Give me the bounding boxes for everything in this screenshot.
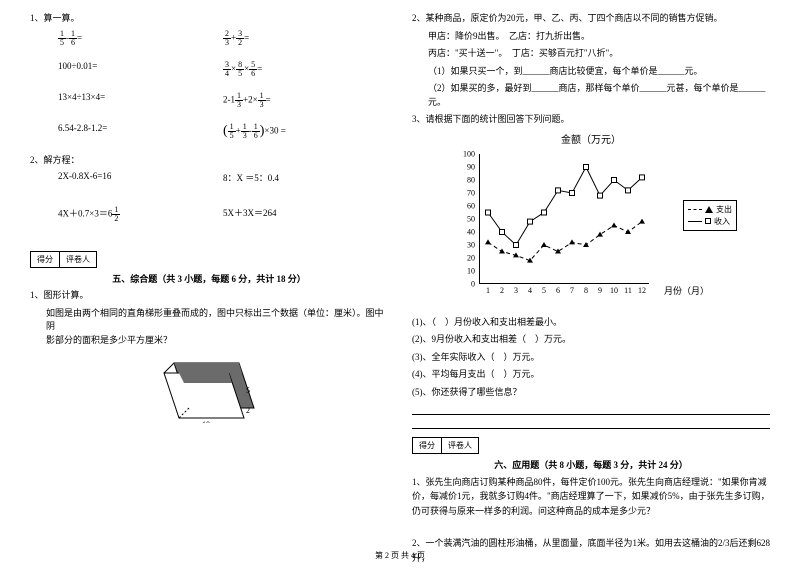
math-row-4: 6.54-2.8-1.2= (15+13-16)×30 = [58, 123, 388, 140]
eq-row-2: 4X＋0.7×3＝612 5X＋3X＝264 [58, 206, 388, 223]
q3-title: 3、请根据下面的统计图回答下列问题。 [412, 113, 770, 127]
score-box-5: 得分 评卷人 [30, 251, 97, 268]
line-chart: 0102030405060708090100 123456789101112 月… [451, 150, 731, 310]
eq-row-1: 2X-0.8X-6=16 8：X ＝5：0.4 [58, 171, 388, 184]
left-column: 1、算一算。 15-16= 23+32= 100÷0.01= 34×85×56=… [30, 12, 388, 569]
expr-3a: 13×4÷13×4= [58, 92, 223, 109]
q2-body: 2X-0.8X-6=16 8：X ＝5：0.4 4X＋0.7×3＝612 5X＋… [30, 171, 388, 223]
eq-1b: 8：X ＝5：0.4 [223, 171, 388, 184]
answer-line-1 [412, 403, 770, 415]
answer-line-2 [412, 417, 770, 429]
expr-1b: 23+32= [223, 30, 388, 47]
grader-label: 评卷人 [442, 438, 478, 453]
q2-promo: 2、某种商品，原定价为20元，甲、乙、丙、丁四个商店以不同的销售方促销。 甲店：… [412, 12, 770, 109]
subq-4: (4)、平均每月支出（ ）万元。 [412, 368, 770, 382]
trap-h: 5 [246, 386, 250, 395]
trapezoid-svg: 5 2 10 [154, 353, 264, 423]
section-5-title: 五、综合题（共 3 小题，每题 6 分，共计 18 分） [30, 272, 388, 285]
chart-subquestions: (1)、（ ）月份收入和支出相差最小。 (2)、9月份收入和支出相差（ ）万元。… [412, 316, 770, 430]
section-6-title: 六、应用题（共 8 小题，每题 3 分，共计 24 分） [412, 458, 770, 471]
chart-svg [480, 154, 650, 284]
expr-1a: 15-16= [58, 30, 223, 47]
subq-5: (5)、你还获得了哪些信息？ [412, 386, 770, 400]
q2-line-4: （2）如果买的多，最好到______商店，那样每个单价______元甚，每个单价… [412, 82, 770, 109]
app-q1: 1、张先生向商店订购某种商品80件，每件定价100元。张先生向商店经理说："如果… [412, 475, 770, 518]
trapezoid-figure: 5 2 10 [30, 353, 388, 425]
q2-line-0: 2、某种商品，原定价为20元，甲、乙、丙、丁四个商店以不同的销售方促销。 [412, 12, 770, 26]
expr-4a: 6.54-2.8-1.2= [58, 123, 223, 140]
subq-1: (1)、（ ）月份收入和支出相差最小。 [412, 316, 770, 330]
page-footer: 第 2 页 共 4 页 [0, 550, 800, 561]
subq-3: (3)、全年实际收入（ ）万元。 [412, 351, 770, 365]
expr-4b: (15+13-16)×30 = [223, 123, 388, 140]
x-axis-label: 月份（月） [664, 284, 709, 297]
score-box-6: 得分 评卷人 [412, 437, 479, 454]
fig-q-title: 1、图形计算。 [30, 289, 388, 303]
score-label: 得分 [413, 438, 442, 453]
chart-area: 123456789101112 月份（月） [479, 154, 649, 284]
q2-title: 2、解方程： [30, 154, 388, 168]
eq-1a: 2X-0.8X-6=16 [58, 171, 223, 184]
chart-title: 金额（万元） [412, 131, 770, 146]
subq-2: (2)、9月份收入和支出相差（ ）万元。 [412, 333, 770, 347]
math-row-3: 13×4÷13×4= 2-113+2×13= [58, 92, 388, 109]
legend-out: 支出 [688, 204, 732, 215]
q1-body: 15-16= 23+32= 100÷0.01= 34×85×56= 13×4÷1… [30, 30, 388, 140]
grader-label: 评卷人 [60, 252, 96, 267]
trap-off: 2 [246, 406, 250, 415]
chart-legend: 支出 收入 [683, 200, 737, 231]
q1-title: 1、算一算。 [30, 12, 388, 26]
q2-line-3: （1）如果只买一个，到______商店比较便宜，每个单价是______元。 [412, 65, 770, 79]
right-column: 2、某种商品，原定价为20元，甲、乙、丙、丁四个商店以不同的销售方促销。 甲店：… [412, 12, 770, 569]
eq-2b: 5X＋3X＝264 [223, 206, 388, 223]
score-label: 得分 [31, 252, 60, 267]
page: 1、算一算。 15-16= 23+32= 100÷0.01= 34×85×56=… [0, 0, 800, 577]
fig-q-text: 如图是由两个相同的直角梯形重叠而成的，图中只标出三个数据（单位：厘米）。图中阴 … [30, 307, 388, 348]
legend-in: 收入 [688, 216, 732, 227]
expr-3b: 2-113+2×13= [223, 92, 388, 109]
q2-line-1: 甲店：降价9出售。 乙店：打九折出售。 [412, 30, 770, 44]
math-row-1: 15-16= 23+32= [58, 30, 388, 47]
expr-2b: 34×85×56= [223, 61, 388, 78]
q2-line-2: 丙店："买十送一"。 丁店：买够百元打"八折"。 [412, 47, 770, 61]
math-row-2: 100÷0.01= 34×85×56= [58, 61, 388, 78]
expr-2a: 100÷0.01= [58, 61, 223, 78]
trap-w: 10 [202, 420, 210, 423]
eq-2a: 4X＋0.7×3＝612 [58, 206, 223, 223]
